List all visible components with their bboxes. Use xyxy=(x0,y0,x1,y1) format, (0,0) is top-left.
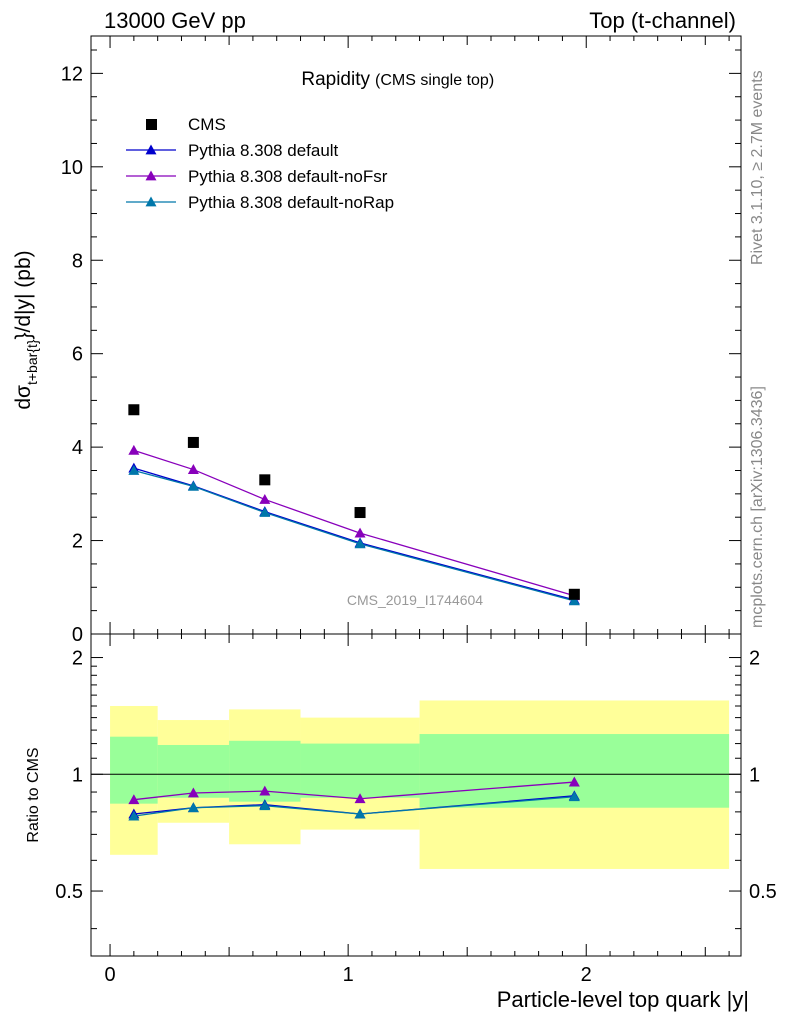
ratio-point-noFsr xyxy=(187,787,199,798)
series-point-noRap xyxy=(354,538,366,549)
ylabel-sub: t+bar{t} xyxy=(24,339,40,385)
series-point-noRap xyxy=(187,480,199,491)
series-line-noFsr xyxy=(133,449,575,597)
main-y-tick-label: 0 xyxy=(72,624,83,646)
legend-marker-noRap xyxy=(145,196,157,207)
main-subtitle: (CMS single top) xyxy=(375,72,494,89)
ratio-point-noRap xyxy=(259,800,271,811)
ratio-point-noRap xyxy=(187,802,199,813)
ratio-axis-ticks: 0.5 0.5 1 1 2 2 0 1 2 xyxy=(55,634,777,986)
series-point-noFsr xyxy=(187,464,199,474)
cms-data-point xyxy=(187,436,199,448)
main-watermark: CMS_2019_I1744604 xyxy=(347,592,483,608)
main-y-tick-label: 8 xyxy=(72,250,83,272)
main-marks xyxy=(128,404,580,606)
series-point-noFsr xyxy=(128,444,140,455)
series-point-noRap xyxy=(259,507,271,517)
legend: CMS Pythia 8.308 default Pythia 8.308 defa… xyxy=(126,115,394,212)
legend-marker-cms xyxy=(146,119,157,130)
ratio-y-tick-label-right: 0.5 xyxy=(749,881,777,903)
mcplots-label: mcplots.cern.ch [arXiv:1306.3436] xyxy=(749,386,766,628)
header-left: 13000 GeV pp xyxy=(104,8,246,33)
cms-data-point xyxy=(259,474,271,486)
ratio-y-tick-label-right: 2 xyxy=(749,648,760,670)
cms-data-point xyxy=(568,588,580,600)
main-y-tick-label: 12 xyxy=(61,63,83,85)
ratio-point-noRap xyxy=(128,810,140,821)
ratio-y-tick-label: 2 xyxy=(72,648,83,670)
ratio-point-noFsr xyxy=(354,793,366,804)
ratio-point-noFsr xyxy=(128,794,140,805)
main-title: Rapidity xyxy=(301,69,370,90)
legend-label-default: Pythia 8.308 default xyxy=(188,141,339,160)
ratio-ylabel: Ratio to CMS xyxy=(25,747,42,842)
ratio-point-noFsr xyxy=(259,785,271,796)
ylabel-main: dσ xyxy=(12,385,35,410)
main-y-tick-label: 2 xyxy=(72,531,83,553)
x-axis-label: Particle-level top quark |y| xyxy=(497,987,749,1012)
x-tick-label: 0 xyxy=(104,964,115,986)
ratio-y-tick-label-right: 1 xyxy=(749,764,760,786)
ratio-point-noRap xyxy=(568,791,580,802)
series-point-noRap xyxy=(568,595,580,606)
ratio-marks xyxy=(91,700,741,869)
rivet-label: Rivet 3.1.10, ≥ 2.7M events xyxy=(749,70,766,265)
legend-label-cms: CMS xyxy=(188,115,226,134)
header-right: Top (t-channel) xyxy=(589,8,736,33)
ratio-point-noFsr xyxy=(568,776,580,787)
main-ylabel: dσt+bar{t}}/d|y| (pb) xyxy=(12,250,40,409)
legend-label-noRap: Pythia 8.308 default-noRap xyxy=(188,193,394,212)
main-y-tick-label: 10 xyxy=(61,157,83,179)
ratio-point-noRap xyxy=(354,808,366,819)
series-line-noRap xyxy=(133,469,575,602)
series-point-noRap xyxy=(128,464,140,475)
series-point-noFsr xyxy=(259,493,271,504)
legend-label-noFsr: Pythia 8.308 default-noFsr xyxy=(188,167,388,186)
series-line-default xyxy=(133,467,575,601)
ratio-band-green xyxy=(300,743,420,798)
main-y-tick-label: 4 xyxy=(72,437,83,459)
ylabel-rest: }/d|y| (pb) xyxy=(12,250,35,339)
ratio-band-green xyxy=(110,736,158,804)
x-tick-label: 2 xyxy=(581,964,592,986)
ratio-panel: 0.5 0.5 1 1 2 2 0 1 2 Ratio to CMS xyxy=(25,633,777,986)
cms-data-point xyxy=(354,507,366,519)
ratio-y-tick-label: 1 xyxy=(72,764,83,786)
ratio-frame xyxy=(90,633,742,957)
ratio-y-tick-label: 0.5 xyxy=(55,881,83,903)
main-y-tick-label: 6 xyxy=(72,344,83,366)
x-tick-label: 1 xyxy=(343,964,354,986)
legend-marker-noFsr xyxy=(145,170,157,181)
cms-data-point xyxy=(128,404,140,416)
series-point-noFsr xyxy=(354,527,366,538)
legend-marker-default xyxy=(145,144,157,155)
main-panel: 0 2 4 6 8 10 12 Rapidity (CMS single top) CMS_… xyxy=(12,35,742,646)
